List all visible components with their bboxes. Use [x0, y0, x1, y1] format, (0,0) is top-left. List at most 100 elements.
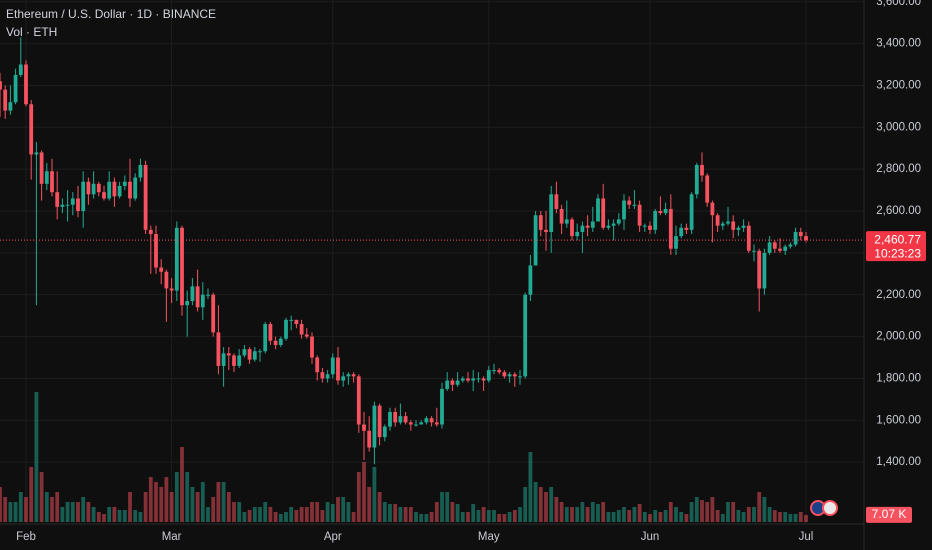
candle-body [689, 194, 694, 230]
candle-body [388, 411, 392, 427]
volume-bar [538, 487, 543, 522]
volume-bar [653, 510, 658, 522]
y-tick-label: 3,600.00 [876, 0, 921, 8]
candle-body [216, 332, 221, 366]
volume-bar [330, 504, 335, 522]
volume-bar [195, 492, 200, 522]
candle-body [60, 204, 65, 207]
candle-body [762, 252, 767, 289]
candle-body [247, 349, 252, 360]
candle-body [466, 378, 470, 381]
volume-bar [70, 502, 75, 522]
volume-bar [388, 504, 392, 522]
volume-bar [476, 510, 481, 522]
candle-body [221, 353, 226, 366]
volume-bar [107, 507, 112, 522]
candle-body [684, 227, 689, 230]
candle-body [154, 234, 158, 268]
candle-body [330, 357, 335, 375]
volume-bar [18, 492, 23, 522]
candle-body [96, 183, 101, 193]
volume-bar [211, 497, 216, 522]
candle-body [694, 164, 699, 195]
volume-bar [81, 497, 86, 522]
x-tick-label: Jun [641, 531, 660, 543]
event-flag[interactable] [822, 500, 838, 516]
volume-bar [793, 514, 798, 522]
candle-body [601, 198, 606, 228]
volume-bar [804, 514, 808, 522]
candle-body [502, 372, 507, 377]
candle-body [616, 219, 621, 224]
volume-bar [377, 492, 382, 522]
candle-body [497, 370, 502, 373]
volume-bar [278, 514, 283, 522]
volume-bar [455, 504, 460, 522]
volume-bar [689, 502, 694, 522]
candle-body [653, 211, 658, 230]
candle-body [362, 424, 366, 431]
volume-bar [632, 507, 637, 522]
candle-body [648, 225, 652, 230]
volume-bar [117, 510, 122, 522]
volume-bar [481, 507, 486, 522]
volume-bar [86, 502, 91, 522]
candle-body [455, 380, 460, 385]
volume-bar [13, 502, 18, 522]
volume-bar [767, 507, 772, 522]
candle-body [34, 152, 39, 155]
candle-body [356, 376, 361, 425]
candle-body [159, 267, 164, 272]
volume-bar [247, 510, 252, 522]
candle-body [190, 286, 195, 302]
candle-body [304, 334, 309, 337]
candle-body [86, 181, 91, 195]
candle-body [559, 208, 564, 224]
candle-body [24, 64, 28, 105]
candle-body [29, 104, 34, 155]
candle-body [606, 225, 611, 228]
volume-bar [237, 502, 242, 522]
y-tick-label: 1,800.00 [876, 372, 921, 384]
volume-bar [325, 502, 330, 522]
volume-bar [180, 447, 184, 522]
candle-body [310, 336, 314, 358]
volume-bar [684, 514, 689, 522]
volume-bar [185, 472, 190, 522]
chart-title: Ethereum / U.S. Dollar · 1D · BINANCE [6, 7, 216, 21]
volume-bar [429, 512, 434, 522]
volume-bar [65, 502, 70, 522]
volume-bar [726, 502, 730, 522]
candle-body [767, 242, 772, 253]
volume-bar [341, 497, 346, 522]
candle-body [372, 405, 377, 448]
candle-body [476, 378, 481, 380]
volume-legend: Vol · ETH [6, 25, 57, 39]
volume-bar [668, 502, 673, 522]
volume-bar [112, 507, 117, 522]
candle-body [273, 340, 278, 345]
candle-body [720, 223, 725, 226]
volume-bar [710, 497, 715, 522]
volume-bar [164, 477, 169, 522]
volume-bar [3, 497, 8, 522]
candle-body [50, 171, 54, 193]
candle-body [382, 426, 387, 438]
volume-bar [362, 462, 366, 522]
volume-bar [585, 507, 590, 522]
y-tick-label: 3,200.00 [876, 79, 921, 91]
volume-bar [403, 507, 408, 522]
candle-body [585, 225, 590, 228]
candle-body [804, 236, 808, 241]
candle-body [798, 231, 803, 237]
grid [0, 0, 864, 524]
candle-body [403, 416, 408, 423]
candle-body [294, 319, 299, 325]
y-tick-label: 1,600.00 [876, 414, 921, 426]
candle-body [112, 181, 117, 197]
volume-bar [601, 502, 606, 522]
x-tick-label: Feb [16, 531, 36, 543]
volume-bar [528, 452, 533, 522]
candle-body [710, 202, 715, 216]
